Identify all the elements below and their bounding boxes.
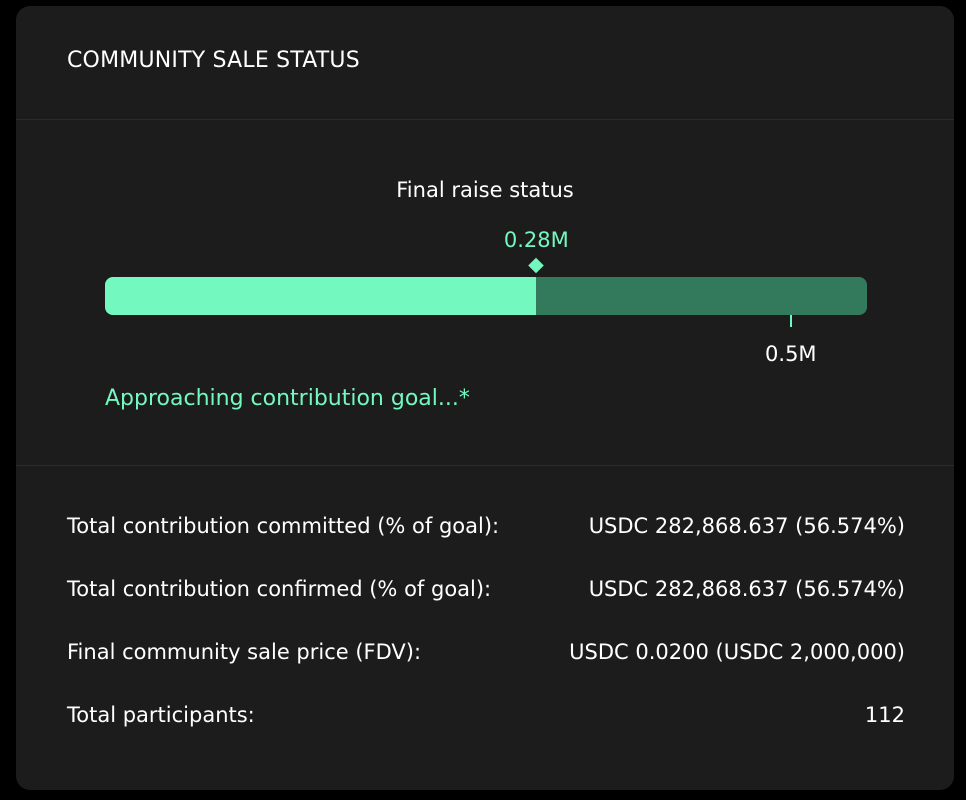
raise-progress-fill <box>105 277 537 315</box>
raise-progress-bar <box>105 277 867 315</box>
current-raise-value: 0.28M <box>503 228 569 252</box>
contribution-status-text: Approaching contribution goal...* <box>105 386 470 411</box>
stat-row-participants: Total participants: 112 <box>16 703 954 766</box>
stat-label: Total participants: <box>67 703 255 727</box>
goal-tick-mark <box>789 315 792 327</box>
sale-stats: Total contribution committed (% of goal)… <box>16 466 954 766</box>
raise-progress-section: Final raise status 0.28M 0.5M Approachin… <box>16 120 954 466</box>
stat-value: USDC 282,868.637 (56.574%) <box>588 514 905 538</box>
card-header: COMMUNITY SALE STATUS <box>16 6 954 120</box>
stat-row-confirmed: Total contribution confirmed (% of goal)… <box>16 577 954 640</box>
current-raise-marker-icon <box>528 257 545 274</box>
stat-row-committed: Total contribution committed (% of goal)… <box>16 514 954 577</box>
stat-value: USDC 282,868.637 (56.574%) <box>588 577 905 601</box>
stat-label: Total contribution committed (% of goal)… <box>67 514 500 538</box>
card-title: COMMUNITY SALE STATUS <box>67 48 360 73</box>
raise-status-label: Final raise status <box>396 178 574 202</box>
stat-value: 112 <box>864 703 905 727</box>
stat-value: USDC 0.0200 (USDC 2,000,000) <box>569 640 905 664</box>
goal-value: 0.5M <box>765 342 817 366</box>
stat-row-sale-price: Final community sale price (FDV): USDC 0… <box>16 640 954 703</box>
stat-label: Total contribution confirmed (% of goal)… <box>67 577 492 601</box>
stat-label: Final community sale price (FDV): <box>67 640 422 664</box>
community-sale-card: COMMUNITY SALE STATUS Final raise status… <box>16 6 954 790</box>
